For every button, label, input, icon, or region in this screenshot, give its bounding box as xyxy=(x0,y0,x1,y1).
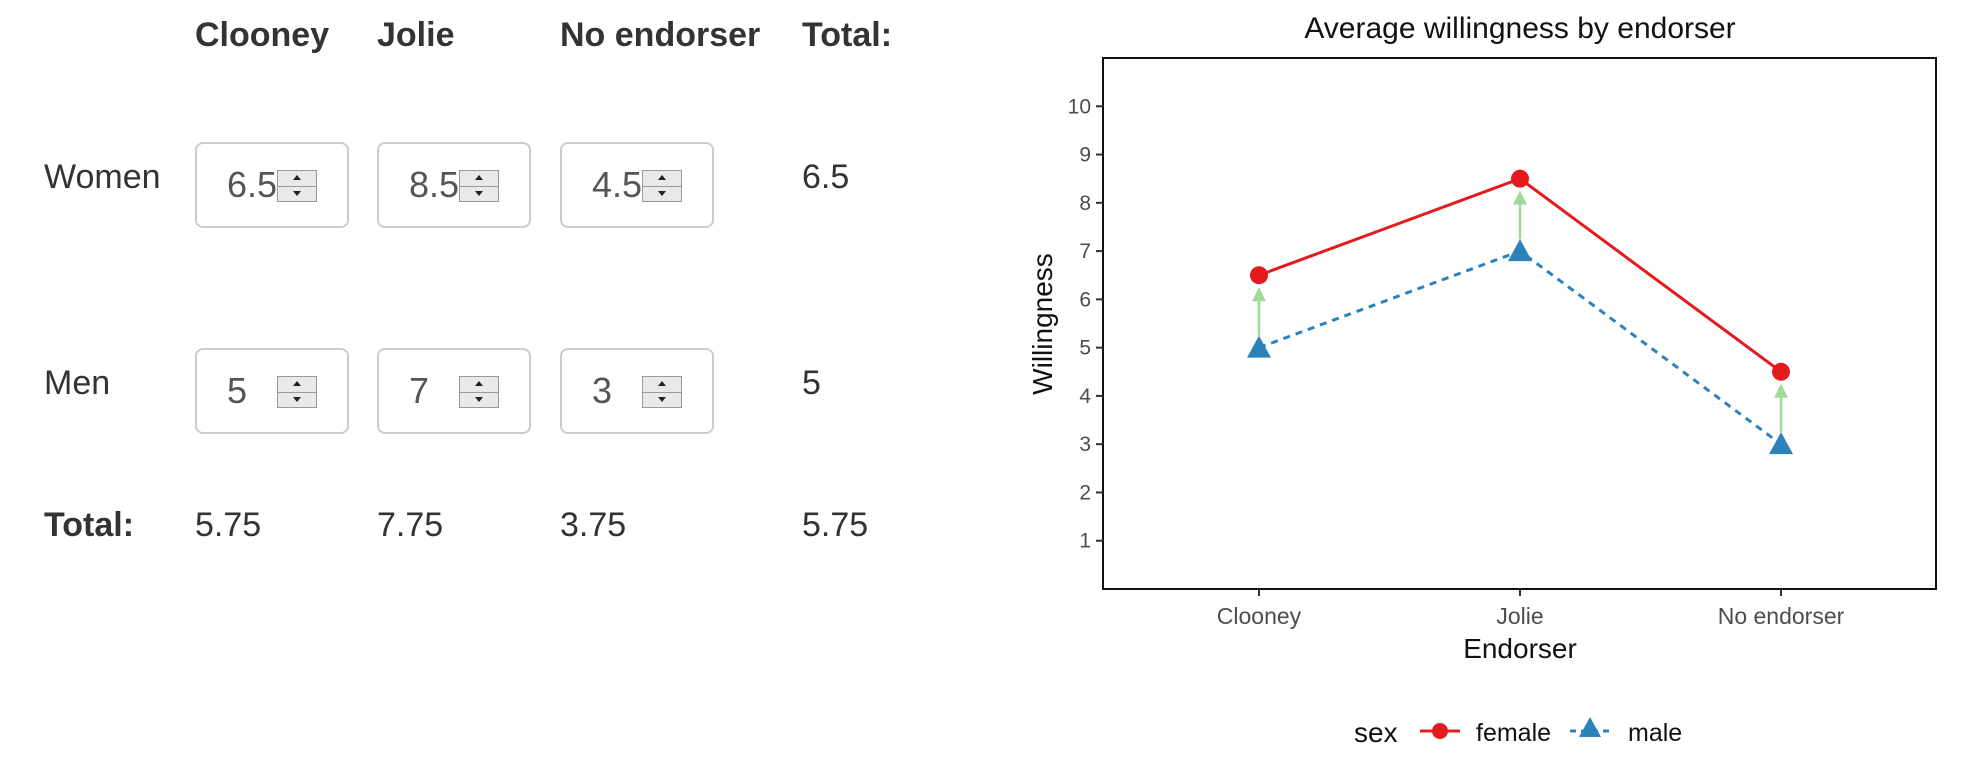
arrow-down-icon xyxy=(475,191,483,196)
difference-arrow-head xyxy=(1252,287,1266,302)
column-header-no-endorser: No endorser xyxy=(560,16,761,54)
decrement-button[interactable] xyxy=(643,186,681,201)
number-spinner xyxy=(642,376,682,408)
legend: sex female male xyxy=(1354,717,1682,748)
legend-female-label: female xyxy=(1476,719,1551,747)
increment-button[interactable] xyxy=(460,171,498,187)
decrement-button[interactable] xyxy=(460,392,498,407)
y-tick-label: 2 xyxy=(1079,481,1091,504)
number-spinner xyxy=(459,170,499,202)
x-tick-label: No endorser xyxy=(1718,603,1845,629)
y-tick-label: 6 xyxy=(1079,288,1091,311)
arrow-down-icon xyxy=(475,397,483,402)
row-label-women: Women xyxy=(44,158,161,196)
men-jolie-input[interactable]: 7 xyxy=(377,348,531,434)
y-tick-label: 9 xyxy=(1079,144,1091,167)
x-axis: Clooney Jolie No endorser xyxy=(1217,589,1845,629)
women-jolie-input[interactable]: 8.5 xyxy=(377,142,531,228)
men-total: 5 xyxy=(802,364,821,402)
input-value: 6.5 xyxy=(227,164,278,205)
increment-button[interactable] xyxy=(643,377,681,393)
input-value: 5 xyxy=(227,370,248,411)
total-clooney: 5.75 xyxy=(195,506,262,544)
series-group xyxy=(1247,169,1793,455)
increment-button[interactable] xyxy=(278,171,316,187)
decrement-button[interactable] xyxy=(460,186,498,201)
input-value: 4.5 xyxy=(592,164,643,205)
arrow-down-icon xyxy=(658,397,666,402)
input-value: 8.5 xyxy=(409,164,460,205)
men-no-endorser-input[interactable]: 3 xyxy=(560,348,714,434)
y-tick-label: 1 xyxy=(1079,530,1091,553)
data-point-male xyxy=(1508,239,1532,262)
column-header-total: Total: xyxy=(802,16,893,54)
data-point-female xyxy=(1772,362,1790,381)
chart-title: Average willingness by endorser xyxy=(1304,12,1735,45)
legend-title: sex xyxy=(1354,717,1398,748)
input-value: 3 xyxy=(592,370,613,411)
column-header-jolie: Jolie xyxy=(377,16,455,54)
x-tick-label: Jolie xyxy=(1496,603,1543,629)
arrow-up-icon xyxy=(293,175,301,180)
difference-arrow-head xyxy=(1513,190,1527,205)
plot-panel xyxy=(1102,57,1937,590)
legend-male-triangle-icon xyxy=(1579,717,1601,737)
men-clooney-input[interactable]: 5 xyxy=(195,348,349,434)
total-no-endorser: 3.75 xyxy=(560,506,627,544)
decrement-button[interactable] xyxy=(278,392,316,407)
x-axis-title: Endorser xyxy=(1463,633,1577,664)
arrow-up-icon xyxy=(293,381,301,386)
arrow-up-icon xyxy=(475,381,483,386)
y-tick-label: 4 xyxy=(1079,385,1091,408)
data-point-female xyxy=(1511,169,1529,188)
difference-arrows xyxy=(1252,190,1788,433)
women-no-endorser-input[interactable]: 4.5 xyxy=(560,142,714,228)
increment-button[interactable] xyxy=(643,171,681,187)
data-point-male xyxy=(1247,335,1271,358)
total-jolie: 7.75 xyxy=(377,506,444,544)
y-axis: 1 2 3 4 5 6 7 8 9 10 xyxy=(1068,95,1103,553)
arrow-down-icon xyxy=(293,191,301,196)
x-tick-label: Clooney xyxy=(1217,603,1302,629)
number-spinner xyxy=(277,170,317,202)
increment-button[interactable] xyxy=(278,377,316,393)
number-spinner xyxy=(642,170,682,202)
women-total: 6.5 xyxy=(802,158,850,196)
arrow-down-icon xyxy=(658,191,666,196)
increment-button[interactable] xyxy=(460,377,498,393)
row-label-men: Men xyxy=(44,364,111,402)
input-value: 7 xyxy=(409,370,430,411)
decrement-button[interactable] xyxy=(278,186,316,201)
y-tick-label: 5 xyxy=(1079,337,1091,360)
y-tick-label: 8 xyxy=(1079,192,1091,215)
arrow-up-icon xyxy=(658,175,666,180)
y-tick-label: 3 xyxy=(1079,433,1091,456)
number-spinner xyxy=(459,376,499,408)
y-tick-label: 10 xyxy=(1068,95,1091,118)
data-point-male xyxy=(1769,432,1793,455)
legend-female-circle-icon xyxy=(1432,723,1448,739)
arrow-up-icon xyxy=(475,175,483,180)
column-header-clooney: Clooney xyxy=(195,16,330,54)
y-axis-title: Willingness xyxy=(1027,253,1058,395)
arrow-up-icon xyxy=(658,381,666,386)
difference-arrow-head xyxy=(1774,383,1788,398)
legend-male-label: male xyxy=(1628,719,1682,747)
totals-label: Total: xyxy=(44,506,135,544)
arrow-down-icon xyxy=(293,397,301,402)
data-point-female xyxy=(1250,266,1268,285)
grand-total: 5.75 xyxy=(802,506,869,544)
number-spinner xyxy=(277,376,317,408)
decrement-button[interactable] xyxy=(643,392,681,407)
women-clooney-input[interactable]: 6.5 xyxy=(195,142,349,228)
y-tick-label: 7 xyxy=(1079,240,1091,263)
